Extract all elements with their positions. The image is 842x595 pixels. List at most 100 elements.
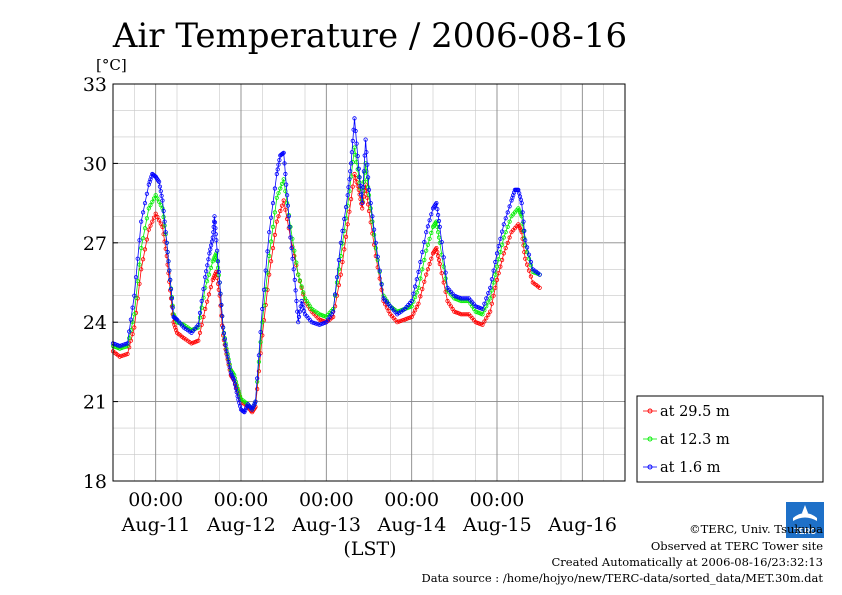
data-point — [424, 272, 429, 277]
data-point — [231, 376, 236, 381]
data-point — [361, 169, 366, 174]
data-point — [294, 260, 299, 265]
data-point — [486, 300, 491, 305]
data-point — [386, 308, 391, 314]
data-point — [272, 232, 277, 237]
data-point — [338, 240, 343, 245]
data-point — [435, 207, 440, 212]
data-point — [280, 151, 285, 156]
data-point — [491, 293, 496, 298]
data-point — [207, 251, 212, 256]
data-point — [219, 313, 224, 318]
legend-marker-swatch — [647, 408, 653, 414]
data-point — [217, 293, 222, 298]
data-point — [243, 408, 248, 413]
data-point — [146, 206, 151, 211]
data-point — [157, 179, 162, 184]
data-point — [412, 284, 418, 289]
x-time-tick-label: 00:00 — [470, 489, 525, 511]
data-point — [270, 201, 276, 206]
data-point — [295, 309, 300, 314]
data-point — [425, 267, 430, 272]
data-point — [343, 205, 349, 210]
x-day-label: Aug-11 — [121, 514, 191, 536]
data-point — [130, 331, 135, 337]
data-point — [226, 359, 231, 364]
x-time-tick-label: 00:00 — [384, 489, 439, 511]
y-tick-label: 24 — [83, 312, 107, 334]
data-point — [290, 256, 295, 261]
data-point — [460, 296, 466, 301]
x-day-label: Aug-13 — [291, 514, 361, 536]
data-point — [493, 259, 498, 265]
data-point — [196, 338, 201, 343]
data-point — [528, 274, 534, 279]
data-point — [519, 201, 524, 206]
data-point — [142, 226, 148, 231]
data-point — [281, 150, 286, 155]
data-point — [219, 302, 224, 308]
data-point — [161, 214, 166, 220]
data-point — [522, 228, 527, 233]
logo-drop-shape — [802, 505, 808, 515]
data-point — [232, 378, 237, 383]
data-point — [144, 191, 149, 196]
data-point — [125, 351, 130, 357]
data-point — [258, 329, 263, 335]
data-point — [464, 296, 469, 301]
data-point — [210, 277, 215, 282]
x-day-label: Aug-12 — [206, 514, 276, 536]
data-point — [491, 268, 496, 273]
terc-logo: TERC — [786, 502, 824, 538]
data-point — [493, 285, 498, 290]
data-point — [153, 193, 158, 198]
data-point — [336, 282, 341, 288]
data-point — [489, 277, 494, 282]
data-point — [462, 298, 468, 304]
data-point — [368, 201, 373, 206]
x-time-tick-label: 00:00 — [299, 489, 354, 511]
data-point — [221, 331, 226, 336]
data-point — [313, 321, 318, 326]
data-point — [435, 230, 441, 235]
data-point — [234, 390, 239, 395]
data-point — [356, 166, 361, 171]
data-point — [282, 161, 287, 166]
data-point — [276, 162, 281, 167]
data-point — [137, 238, 142, 243]
data-point — [416, 301, 421, 306]
data-point — [427, 218, 432, 223]
data-point — [158, 203, 163, 208]
logo-text: TERC — [794, 527, 816, 536]
data-point — [411, 291, 416, 296]
data-point — [281, 198, 286, 203]
data-point — [274, 171, 279, 177]
data-point — [420, 267, 425, 272]
data-point — [418, 294, 423, 299]
data-point — [119, 353, 124, 358]
data-point — [360, 201, 365, 206]
data-point — [294, 298, 299, 304]
data-point — [361, 179, 366, 184]
data-point — [422, 257, 427, 263]
data-point — [301, 290, 306, 295]
data-point — [296, 272, 301, 277]
data-point — [268, 239, 274, 244]
creation-timestamp-text: Created Automatically at 2006-08-16/23:3… — [552, 555, 824, 569]
data-point — [336, 257, 341, 263]
data-point — [283, 171, 288, 177]
data-point — [338, 272, 343, 277]
data-point — [334, 275, 340, 280]
y-tick-label: 27 — [83, 233, 107, 255]
data-point — [170, 305, 175, 310]
data-point — [208, 247, 213, 252]
data-point — [157, 218, 162, 223]
data-point — [348, 161, 354, 166]
data-point — [350, 184, 355, 189]
data-point — [278, 208, 283, 214]
data-point — [437, 261, 442, 267]
data-point — [347, 209, 352, 214]
data-point — [214, 238, 219, 243]
data-point — [439, 240, 444, 245]
data-point — [510, 195, 515, 200]
